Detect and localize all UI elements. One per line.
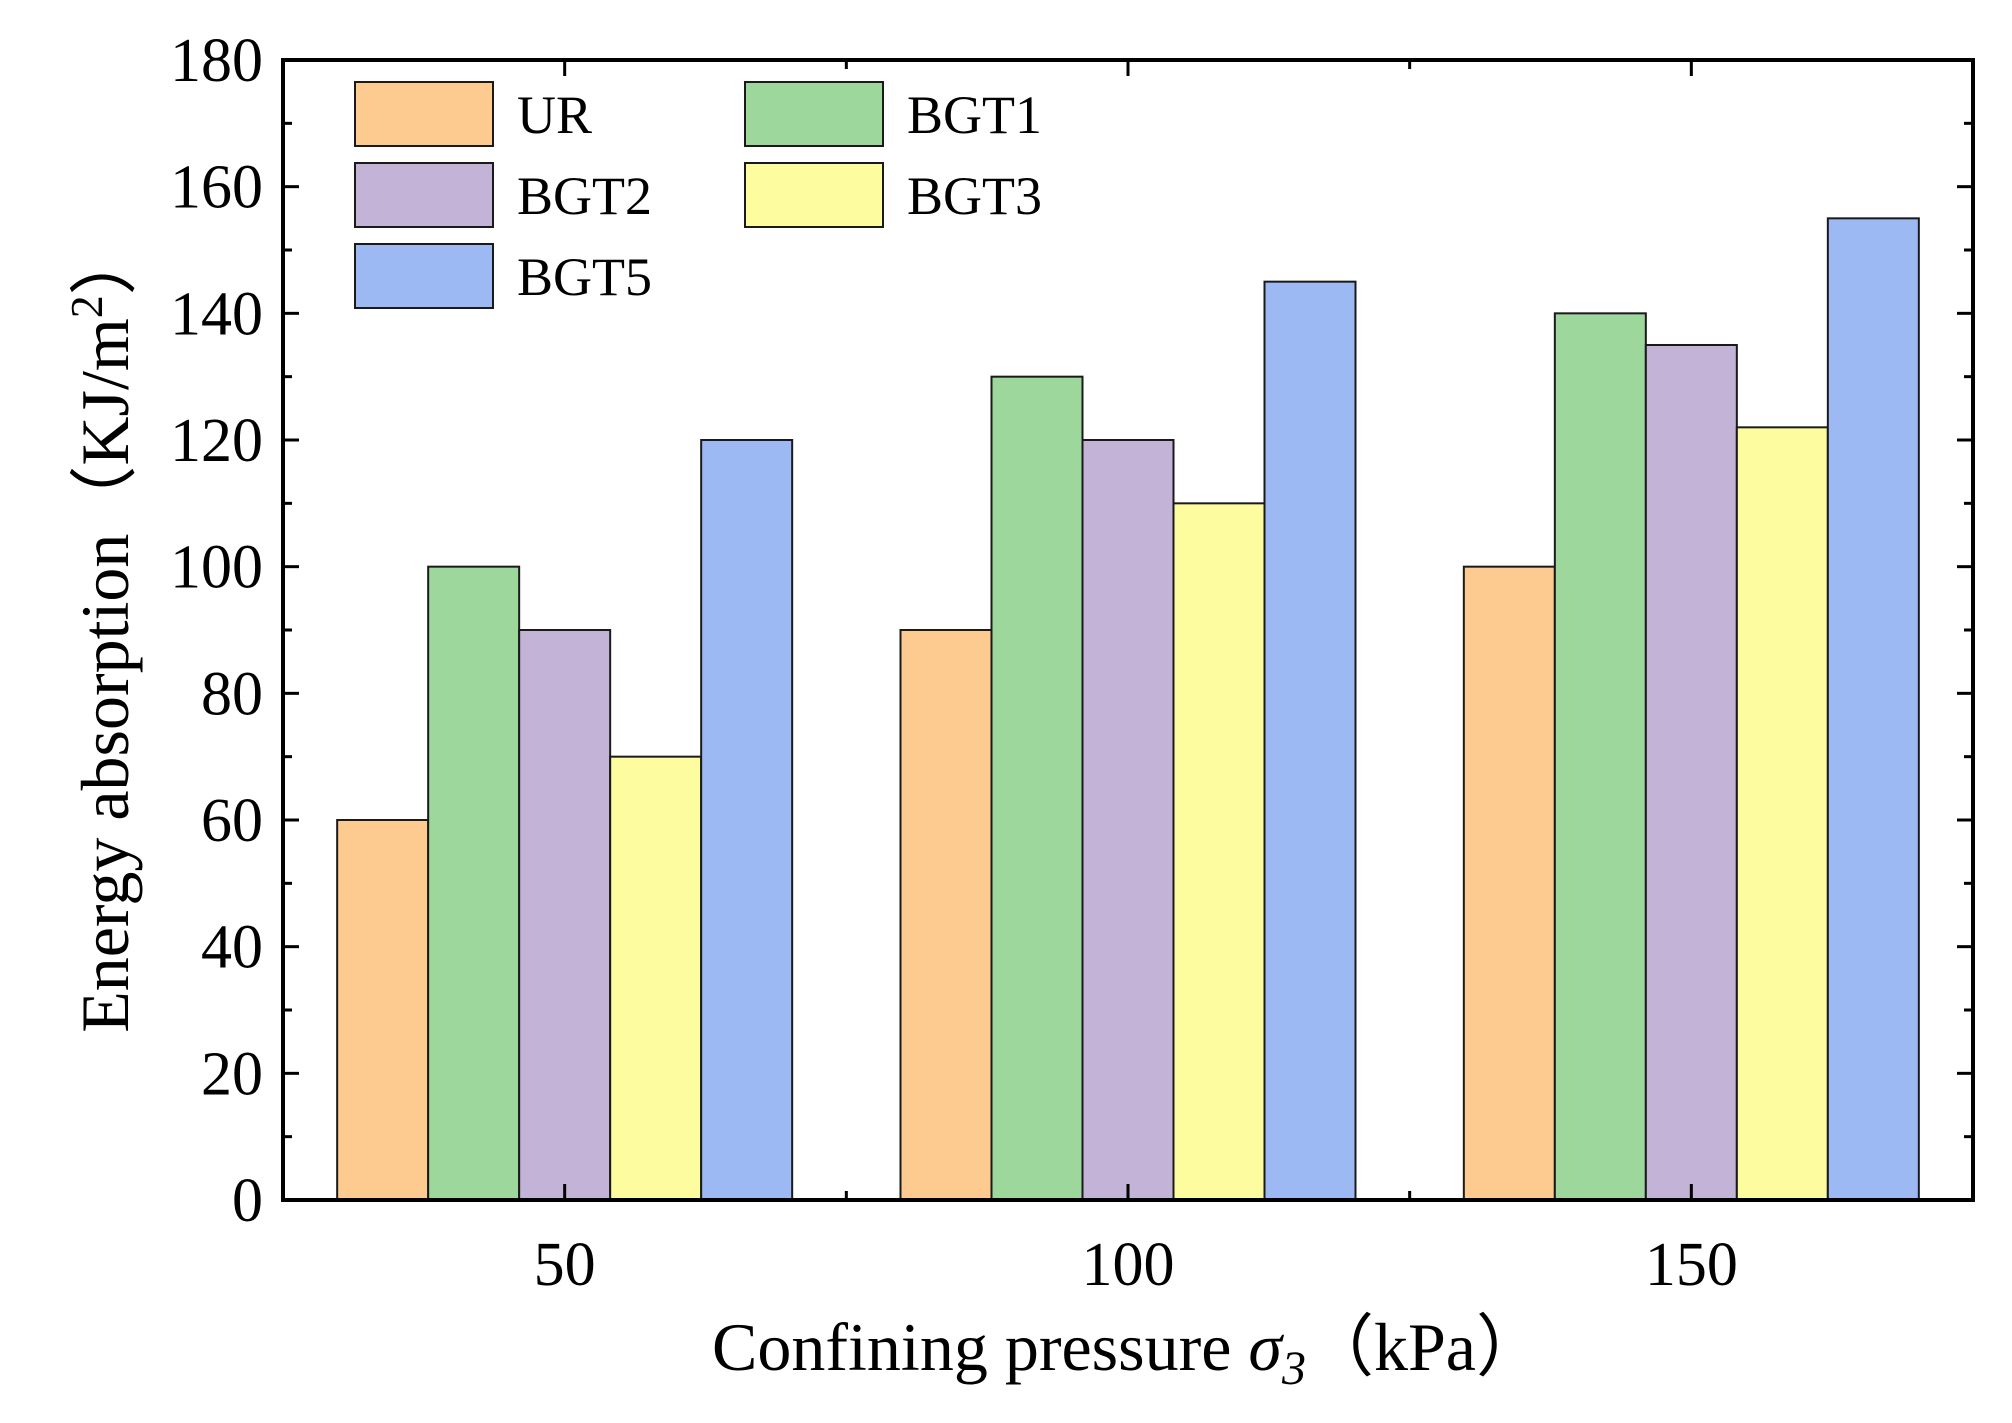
bar-bgt1-150 (1553, 312, 1647, 1202)
bar-bgt5-100 (1263, 280, 1357, 1201)
xtick-label-150: 150 (1645, 1231, 1738, 1299)
bar-ur-100 (899, 629, 993, 1201)
ytick-label-120: 120 (170, 407, 263, 475)
legend-swatch-bgt5 (354, 243, 494, 309)
bar-bgt1-50 (427, 565, 521, 1201)
ytick-label-80: 80 (201, 660, 263, 728)
bar-bgt2-50 (518, 629, 612, 1201)
x-axis-title: Confining pressure σ3（kPa） (712, 1309, 1544, 1395)
legend-swatch-bgt2 (354, 162, 494, 228)
legend-label-bgt3: BGT3 (907, 166, 1042, 226)
ytick-label-100: 100 (170, 534, 263, 602)
ytick-label-0: 0 (232, 1167, 263, 1235)
y-tick-labels: 0 20 40 60 80 100 120 140 160 180 (170, 27, 263, 1235)
bar-bgt3-50 (609, 755, 703, 1202)
ytick-label-140: 140 (170, 280, 263, 348)
legend-label-bgt2: BGT2 (517, 166, 652, 226)
ytick-label-160: 160 (170, 154, 263, 222)
x-tick-labels: 50 100 150 (534, 1231, 1738, 1299)
xtick-label-100: 100 (1082, 1231, 1175, 1299)
legend: UR BGT1 BGT2 BGT3 BGT5 (354, 81, 1042, 309)
legend-swatch-ur (354, 81, 494, 147)
bar-ur-150 (1462, 565, 1556, 1201)
ytick-label-180: 180 (170, 27, 263, 95)
ytick-label-40: 40 (201, 914, 263, 982)
legend-swatch-bgt1 (744, 81, 884, 147)
legend-label-bgt5: BGT5 (517, 247, 652, 307)
bar-bgt5-150 (1826, 217, 1920, 1202)
ytick-label-60: 60 (201, 787, 263, 855)
legend-swatch-bgt3 (744, 162, 884, 228)
bar-bgt1-100 (990, 375, 1084, 1201)
bars-layer (336, 217, 1920, 1202)
axis-ticks (283, 58, 1973, 1202)
bar-bgt2-150 (1644, 344, 1738, 1201)
ytick-label-20: 20 (201, 1040, 263, 1108)
bar-ur-50 (336, 819, 430, 1201)
bar-bgt5-50 (700, 439, 794, 1201)
bar-bgt2-100 (1081, 439, 1175, 1201)
bar-bgt3-100 (1172, 502, 1266, 1202)
xtick-label-50: 50 (534, 1231, 596, 1299)
legend-label-bgt1: BGT1 (907, 85, 1042, 145)
y-axis-title: Energy absorption（KJ/m2） (61, 227, 143, 1033)
bar-bgt3-150 (1735, 426, 1829, 1202)
legend-label-ur: UR (517, 85, 592, 145)
